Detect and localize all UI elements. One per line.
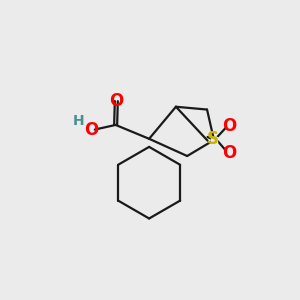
- Polygon shape: [211, 136, 218, 143]
- Text: O: O: [109, 92, 124, 110]
- Text: S: S: [207, 130, 219, 148]
- Text: O: O: [222, 117, 236, 135]
- Text: O: O: [222, 144, 236, 162]
- Text: H: H: [73, 115, 85, 128]
- Text: O: O: [84, 121, 98, 139]
